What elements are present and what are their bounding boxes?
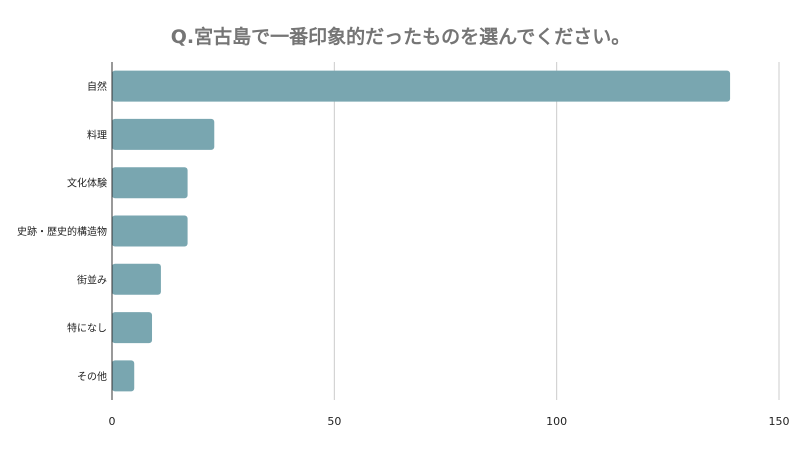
category-label-7: その他 (77, 370, 107, 383)
category-label-1: 自然 (87, 80, 107, 93)
bar-5 (112, 263, 161, 295)
category-label-2: 料理 (87, 128, 107, 141)
chart-title: Q.宮古島で一番印象的だったものを選んでください。 (170, 26, 631, 48)
category-label-5: 街並み (77, 273, 107, 286)
bar-2 (112, 118, 215, 150)
bar-4 (112, 215, 188, 247)
category-label-6: 特になし (67, 323, 107, 335)
bar-6 (112, 312, 153, 344)
bar-7 (112, 360, 135, 392)
x-tick-label-0: 0 (109, 415, 116, 428)
category-label-3: 文化体験 (67, 177, 107, 190)
x-tick-label-50: 50 (327, 415, 341, 428)
x-tick-label-100: 100 (546, 415, 567, 428)
x-tick-label-150: 150 (769, 415, 790, 428)
bar-1 (112, 70, 731, 102)
bar-3 (112, 167, 188, 199)
category-label-4: 史跡・歴史的構造物 (17, 225, 107, 238)
